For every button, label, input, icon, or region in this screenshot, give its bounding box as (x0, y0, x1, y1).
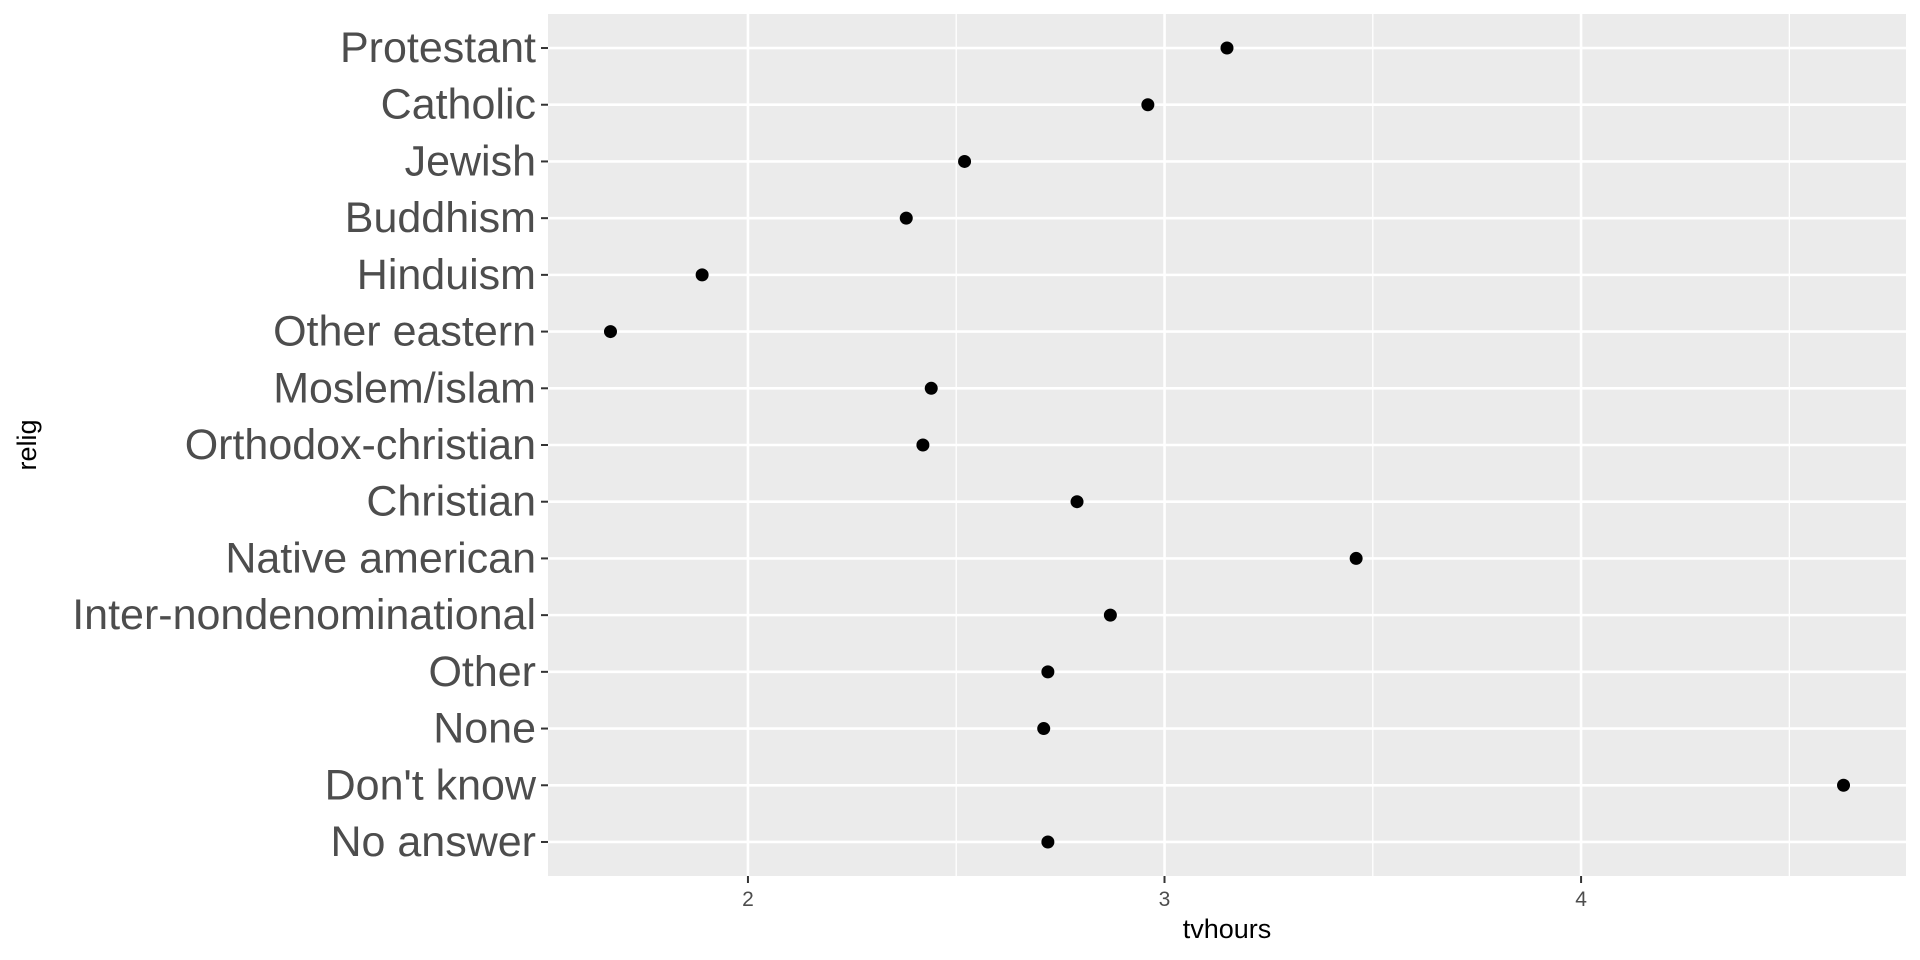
y-axis: Protestant Catholic Jewish Buddhism Hinduism… (72, 24, 548, 866)
y-tick-label: Jewish (405, 137, 536, 185)
data-point (924, 381, 938, 395)
y-tick-label: Inter-nondenominational (72, 591, 536, 639)
y-tick-label: None (433, 705, 536, 753)
x-tick-label: 2 (742, 888, 754, 911)
data-point (1349, 551, 1363, 565)
data-point (1837, 778, 1851, 792)
y-tick-label: Other eastern (273, 308, 536, 356)
data-point (916, 438, 930, 452)
data-point (1103, 608, 1117, 622)
y-tick-label: Buddhism (345, 194, 536, 242)
data-point (1070, 495, 1084, 509)
y-tick-label: Protestant (340, 24, 536, 72)
x-axis-title: tvhours (1183, 914, 1272, 944)
y-tick-label: No answer (330, 818, 536, 866)
y-tick-label: Catholic (381, 81, 536, 129)
data-point (1037, 722, 1051, 736)
y-tick-label: Native american (225, 534, 536, 582)
data-point (1041, 665, 1055, 679)
data-point (1220, 41, 1234, 55)
x-tick-label: 3 (1159, 888, 1171, 911)
x-axis: 2 3 4 (742, 876, 1587, 911)
y-tick-label: Don't know (325, 761, 537, 809)
data-point (1141, 98, 1155, 112)
data-point (603, 325, 617, 339)
y-tick-label: Orthodox-christian (185, 421, 536, 469)
y-tick-label: Hinduism (357, 251, 536, 299)
y-tick-label: Christian (366, 478, 536, 526)
y-tick-label: Other (428, 648, 536, 696)
data-point (1041, 835, 1055, 849)
y-tick-label: Moslem/islam (273, 364, 536, 412)
x-tick-label: 4 (1575, 888, 1587, 911)
data-points (603, 41, 1851, 849)
y-axis-title: relig (12, 419, 42, 470)
data-point (695, 268, 709, 282)
data-point (899, 211, 913, 225)
major-gridlines (548, 14, 1906, 876)
data-point (958, 154, 972, 168)
